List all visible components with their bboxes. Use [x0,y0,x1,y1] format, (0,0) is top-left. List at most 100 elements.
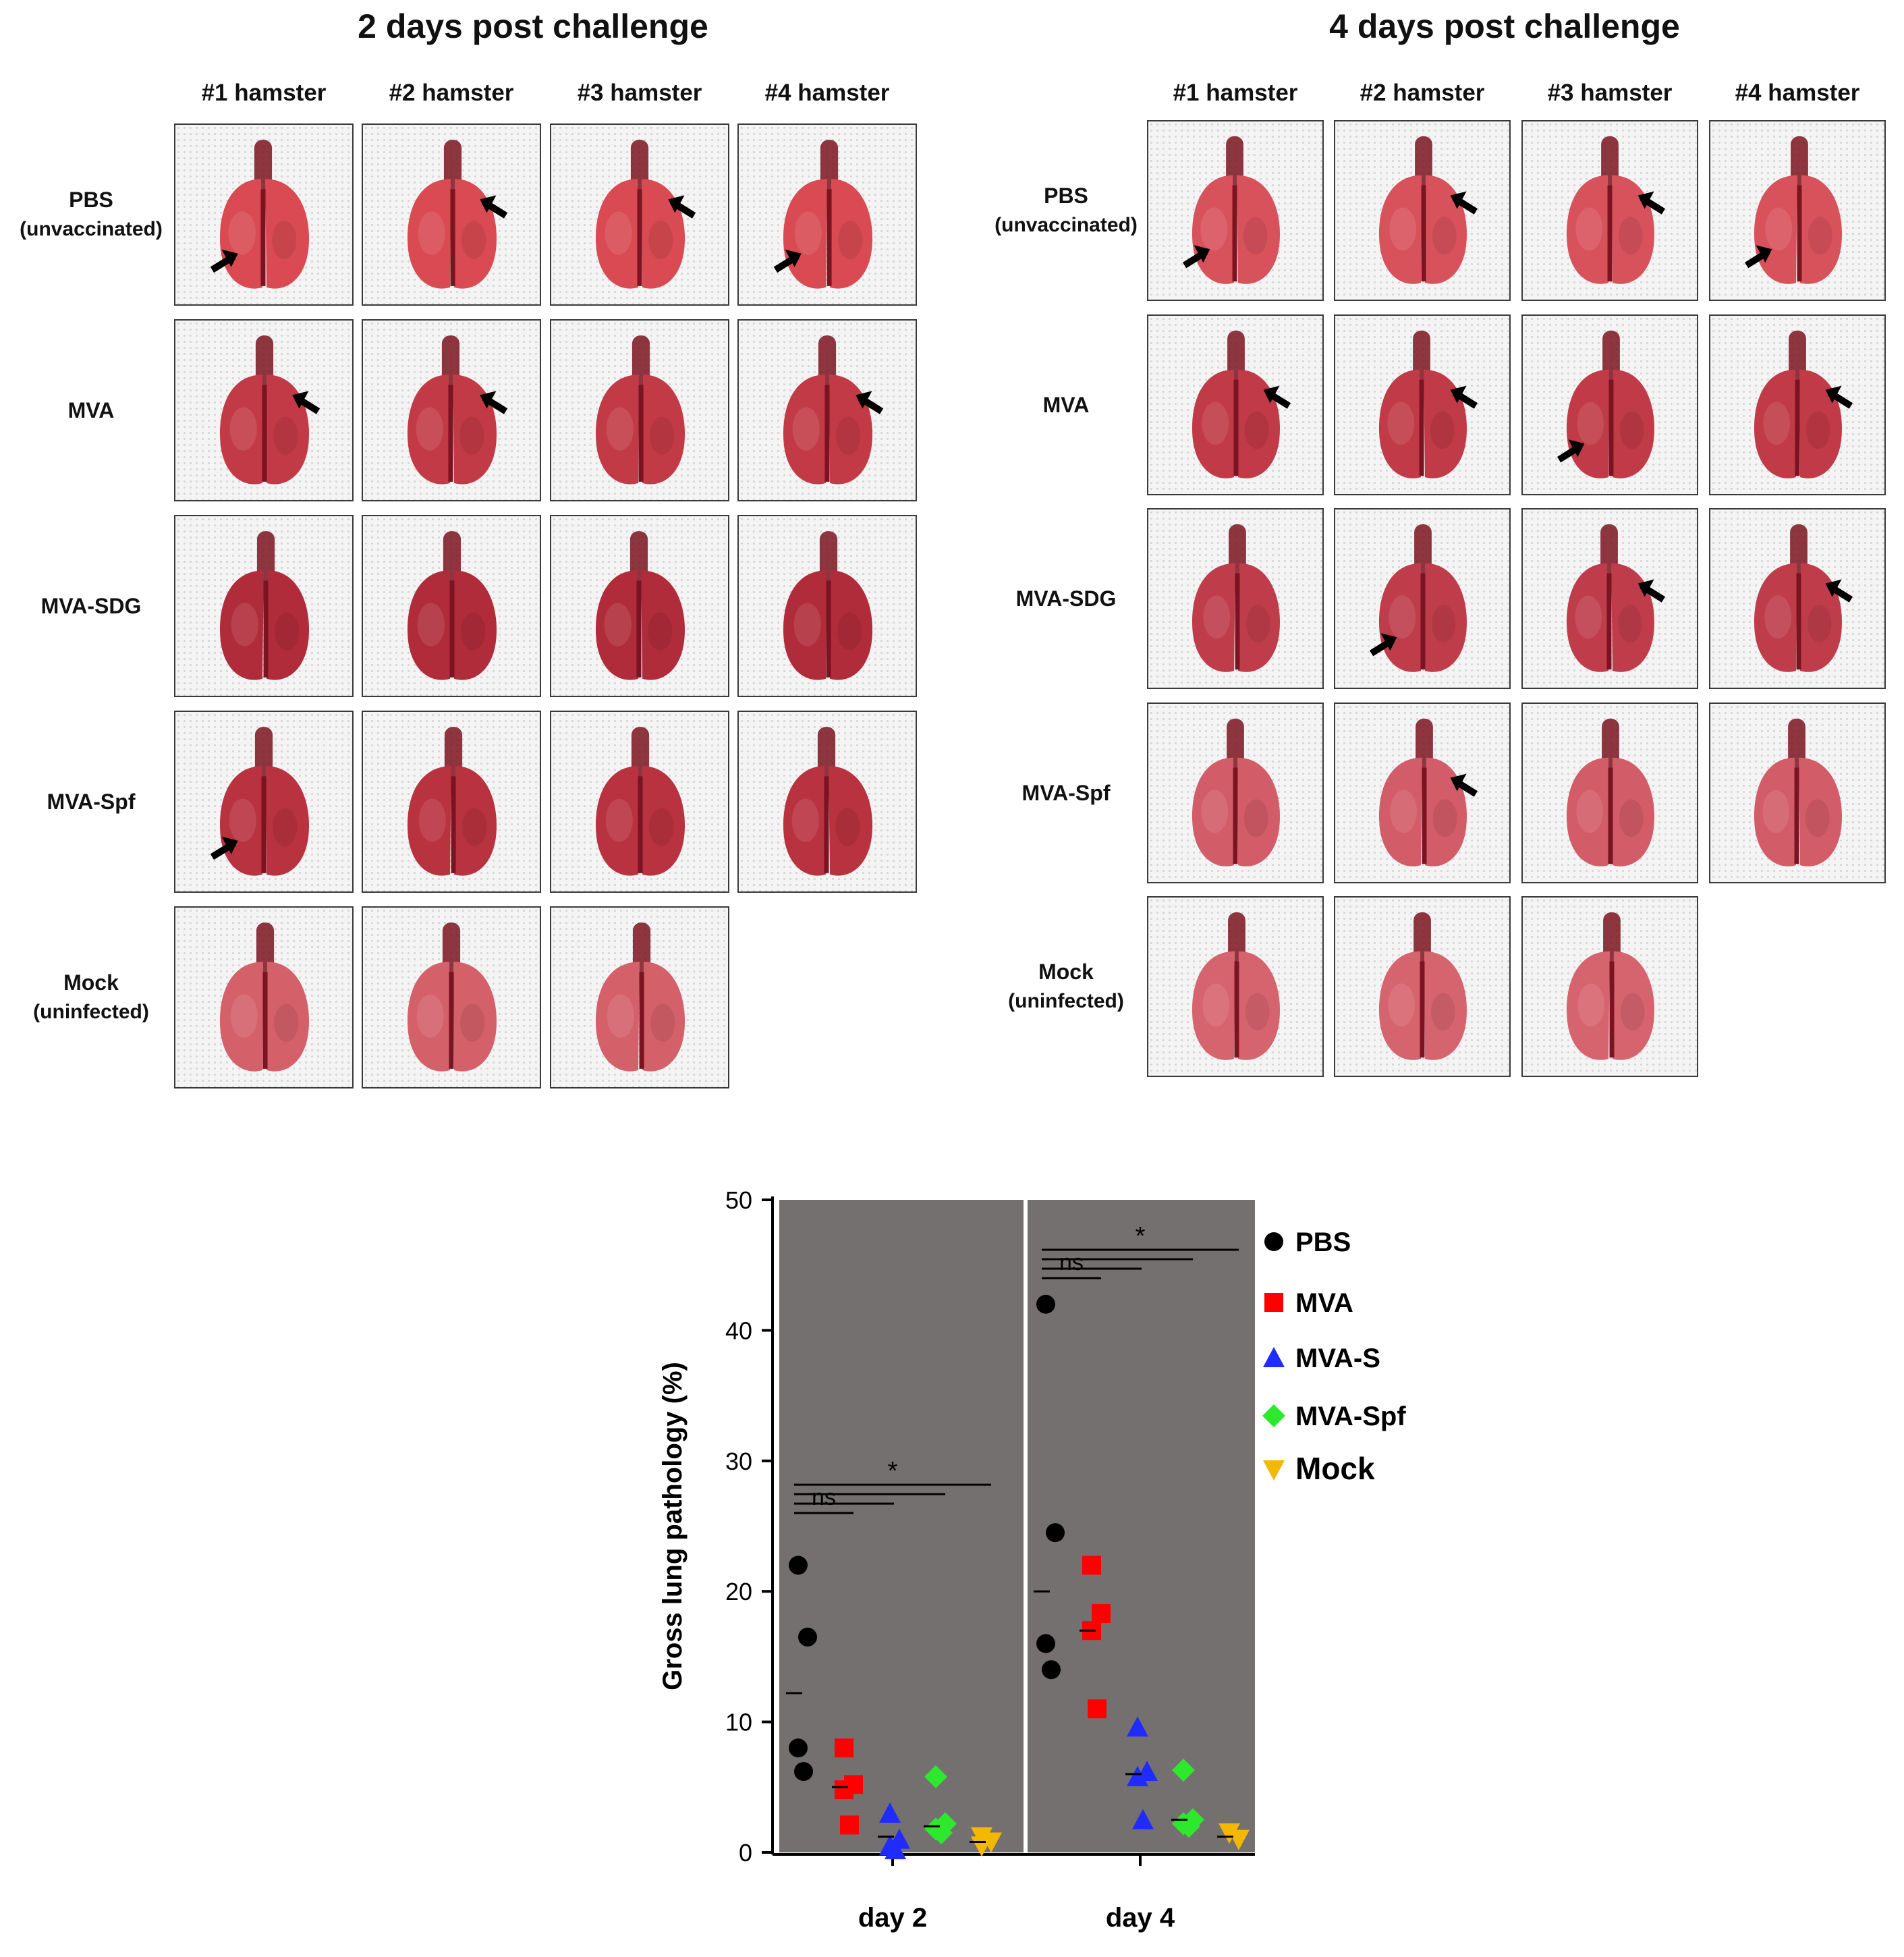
lung-photo [1147,508,1324,689]
lung-photo [550,711,729,893]
legend-marker [1262,1404,1285,1427]
y-tick-label: 0 [739,1839,752,1867]
lung-specimen [219,922,310,1072]
lesion-arrow-icon [1450,385,1478,409]
lung-specimen [1192,136,1280,284]
lung-photo [1334,702,1511,883]
column-header: #3 hamster [577,80,702,106]
lesion-arrow-icon [1263,385,1291,409]
y-tick-label: 20 [725,1578,752,1605]
lung-photo [1521,702,1698,883]
lung-photo [174,123,354,306]
star-label: * [888,1457,898,1485]
lung-specimen [407,140,497,289]
lung-specimen [219,727,310,876]
lung-photo [1334,120,1511,301]
data-point-pbs [798,1627,817,1647]
lung-photo [1521,314,1698,495]
data-point-mva [1088,1699,1107,1719]
lesion-arrow-icon [1637,191,1666,215]
row-label: MVA-SDG [988,584,1144,613]
legend-label: MVA-Spf [1295,1402,1406,1431]
lesion-arrow-icon [1825,385,1853,409]
lung-specimen [219,140,310,289]
lesion-arrow-icon [1450,773,1478,797]
lung-photo [362,319,541,501]
legend-marker [1263,1460,1285,1481]
lesion-arrow-icon [210,249,238,273]
lung-specimen [219,335,310,485]
row-label-main: Mock [63,970,119,995]
y-axis-label: Gross lung pathology (%) [658,1362,688,1690]
data-point-pbs [789,1555,808,1575]
lesion-arrow-icon [1825,579,1853,603]
row-label: Mock (uninfected) [988,957,1144,1016]
lung-specimen [1192,912,1280,1060]
lung-specimen [1566,524,1654,672]
column-header: #2 hamster [389,80,514,106]
lung-specimen [1192,524,1280,672]
row-label-main: PBS [69,188,113,212]
lung-specimen [783,335,873,485]
lung-photo [362,123,541,306]
lung-specimen [1378,136,1467,284]
lung-specimen [407,727,497,876]
data-point-mva [1082,1555,1101,1575]
lung-photo [1334,508,1511,689]
lesion-arrow-icon [292,391,320,414]
lesion-arrow-icon [773,249,802,273]
row-label: MVA-SDG [13,591,169,621]
lung-specimen [595,335,685,485]
data-point-mva [835,1738,853,1758]
lung-specimen [407,922,497,1072]
lesion-arrow-icon [480,195,508,219]
lung-photo [1709,120,1886,301]
lung-photo [1147,120,1324,301]
lung-photo [174,711,354,893]
column-header: #1 hamster [1173,80,1298,106]
lung-photo [1147,314,1324,495]
lesion-arrow-icon [1369,633,1397,657]
data-point-mva-s [885,1839,906,1860]
lung-photo [362,515,541,697]
lesion-arrow-icon [668,195,696,219]
lung-photo [1147,702,1324,883]
lesion-arrow-icon [1182,245,1210,269]
lung-specimen [595,531,685,680]
data-point-mva-s [1132,1809,1154,1829]
lung-photo [1709,702,1886,883]
row-label: MVA-Spf [988,778,1144,808]
column-header: #4 hamster [764,80,890,106]
row-label-main: MVA-Spf [47,790,136,814]
lung-specimen [407,335,497,485]
row-label-sub: (unvaccinated) [20,218,163,240]
row-label: Mock (uninfected) [13,968,169,1027]
data-point-mva [835,1780,853,1800]
row-label-main: MVA-SDG [40,594,142,618]
data-point-mva [840,1815,859,1835]
lung-photo [174,906,354,1088]
lung-photo [1334,314,1511,495]
lung-specimen [1754,524,1842,672]
row-label-main: MVA-SDG [1015,586,1117,611]
row-label: MVA [13,395,169,425]
x-tick-label: day 4 [1106,1903,1175,1933]
lung-specimen [783,140,873,289]
lung-specimen [595,727,685,876]
column-header: #3 hamster [1547,80,1673,106]
lung-specimen [1192,330,1280,478]
y-tick-label: 10 [725,1709,752,1736]
legend-marker [1264,1293,1283,1312]
row-label-main: MVA [67,398,115,422]
lung-photo [550,123,729,306]
lung-photo [362,906,541,1088]
lung-specimen [1378,912,1467,1060]
lung-specimen [407,531,497,680]
lung-photo [550,906,729,1088]
data-point-pbs [1036,1294,1055,1314]
lung-specimen [1566,330,1654,478]
lung-photo [1709,314,1886,495]
lung-specimen [595,140,685,289]
row-label-main: MVA [1042,393,1090,417]
row-label-main: Mock [1038,960,1094,984]
